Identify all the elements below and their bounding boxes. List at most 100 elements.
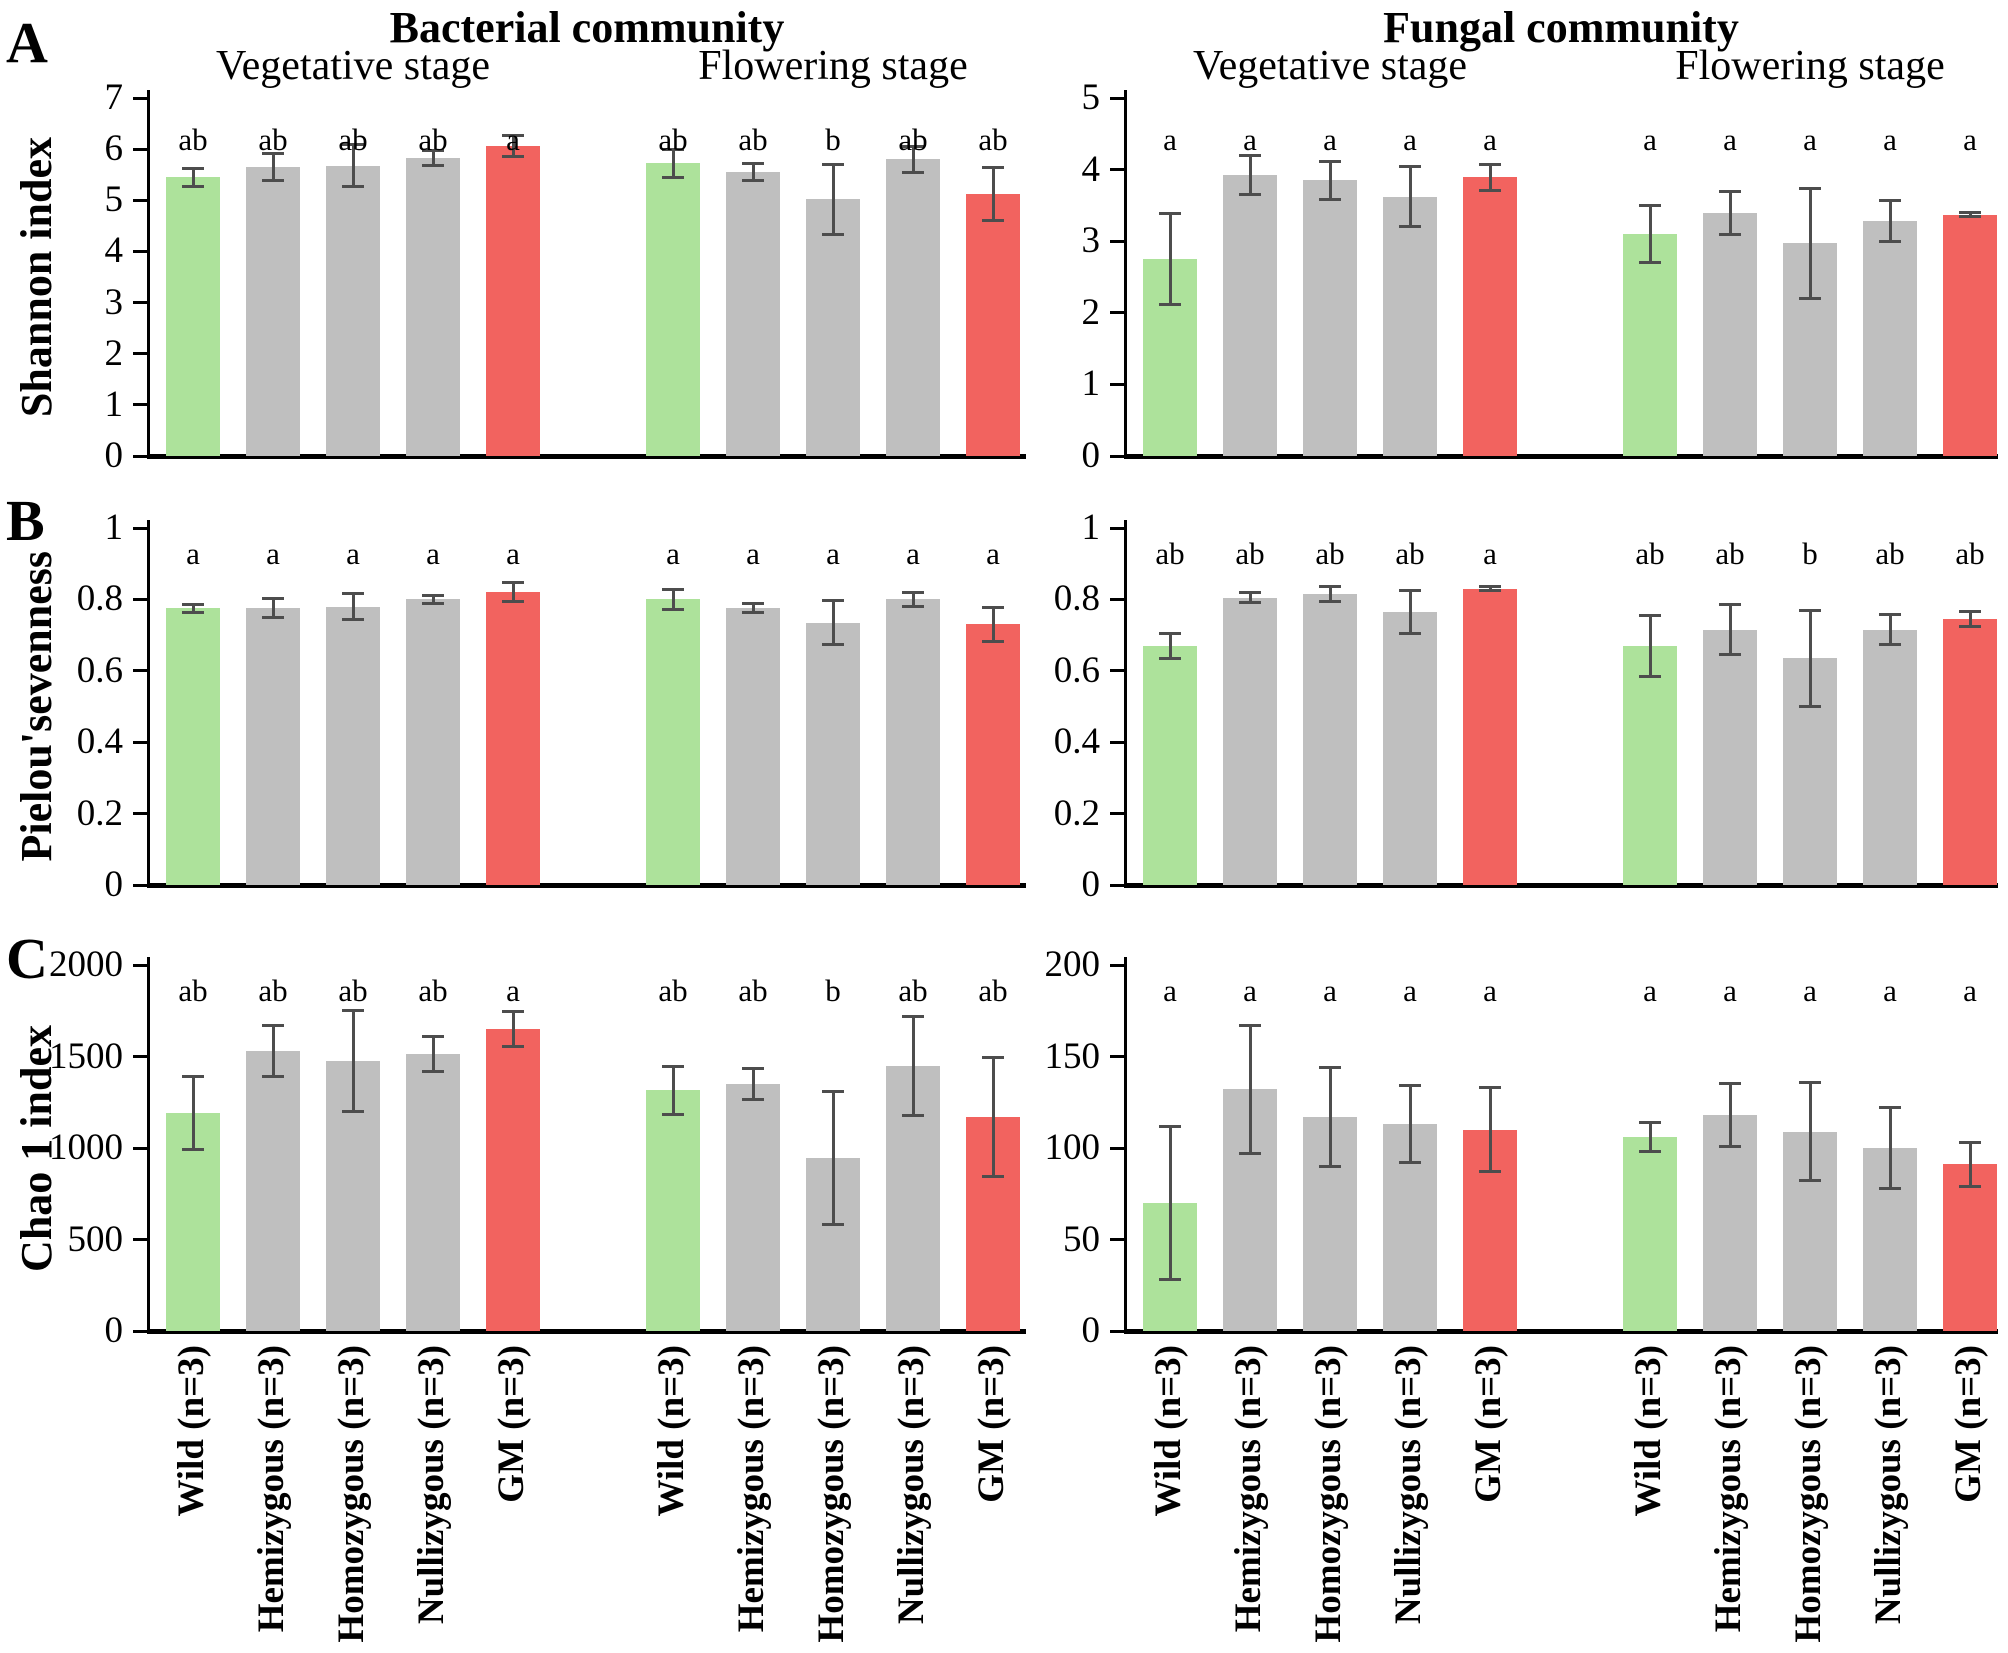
- x-category-label-wild: Wild (n=3): [651, 1345, 692, 1517]
- error-bar-cap-top: [502, 581, 524, 585]
- error-bar-stem: [1328, 161, 1332, 200]
- significance-letter: a: [986, 536, 1000, 571]
- significance-letter: a: [1243, 122, 1257, 157]
- y-axis-pielou-bacterial: [147, 520, 150, 885]
- error-bar-cap-top: [742, 1066, 764, 1070]
- error-bar-cap-bottom: [1399, 225, 1421, 229]
- error-bar-cap-bottom: [422, 602, 444, 606]
- y-tick-pielou-fungal: [1110, 597, 1124, 601]
- bar-homozygous-pielou-bacterial: [806, 622, 860, 885]
- y-tick-label-pielou-fungal: 0.6: [1053, 649, 1100, 691]
- y-tick-shannon-fungal: [1110, 382, 1124, 386]
- error-bar-cap-top: [1639, 1120, 1661, 1124]
- bar-hemizygous-shannon-bacterial: [246, 167, 300, 456]
- y-tick-chao1-bacterial: [133, 1055, 147, 1058]
- error-bar-stem: [1968, 611, 1972, 627]
- y-tick-label-pielou-fungal: 1: [1081, 507, 1101, 548]
- error-bar-stem: [1328, 1067, 1332, 1167]
- x-category-label-gm: GM (n=3): [491, 1345, 532, 1503]
- y-tick-pielou-bacterial: [133, 883, 147, 887]
- column-title-fungal: Fungal community: [1383, 3, 1739, 52]
- error-bar-stem: [751, 1068, 755, 1100]
- error-bar-cap-bottom: [1879, 240, 1901, 244]
- error-bar-cap-top: [1399, 165, 1421, 169]
- error-bar-cap-top: [1719, 1082, 1741, 1086]
- error-bar-cap-top: [1879, 198, 1901, 202]
- significance-letter: a: [1403, 973, 1417, 1008]
- significance-letter: a: [666, 536, 680, 571]
- error-bar-cap-top: [662, 588, 684, 592]
- y-tick-pielou-fungal: [1110, 740, 1124, 744]
- error-bar-cap-bottom: [1159, 656, 1181, 660]
- x-category-label-wild: Wild (n=3): [1148, 1345, 1189, 1517]
- error-bar-cap-top: [1159, 211, 1181, 215]
- x-axis-shannon-bacterial: [147, 454, 1026, 459]
- error-bar-cap-bottom: [502, 155, 524, 159]
- error-bar-cap-bottom: [1479, 1170, 1501, 1174]
- error-bar-stem: [271, 1025, 275, 1077]
- significance-letter: ab: [898, 973, 928, 1008]
- significance-letter: ab: [658, 122, 688, 157]
- error-bar-stem: [991, 167, 995, 221]
- error-bar-stem: [1728, 604, 1732, 655]
- y-tick-shannon-bacterial: [133, 96, 147, 100]
- y-tick-pielou-bacterial: [133, 526, 147, 530]
- significance-letter: ab: [658, 973, 688, 1008]
- error-bar-cap-bottom: [342, 184, 364, 188]
- y-tick-label-pielou-bacterial: 0.4: [76, 721, 123, 763]
- error-bar-cap-bottom: [1399, 1161, 1421, 1165]
- error-bar-cap-top: [342, 143, 364, 147]
- significance-letter: a: [746, 536, 760, 571]
- y-tick-pielou-bacterial: [133, 812, 147, 816]
- y-tick-label-pielou-fungal: 0.2: [1053, 792, 1100, 834]
- error-bar-stem: [1808, 1082, 1812, 1181]
- significance-letter: a: [506, 536, 520, 571]
- x-axis-pielou-bacterial: [147, 883, 1026, 888]
- y-axis-shannon-fungal: [1124, 90, 1127, 456]
- significance-letter: a: [1483, 973, 1497, 1008]
- y-axis-chao1-bacterial: [147, 957, 150, 1331]
- error-bar-stem: [1248, 592, 1252, 603]
- bar-wild-pielou-bacterial: [166, 608, 220, 885]
- y-tick-label-pielou-bacterial: 1: [104, 507, 124, 548]
- error-bar-cap-bottom: [262, 178, 284, 182]
- x-category-label-nullizygous: Nullizygous (n=3): [1868, 1345, 1909, 1625]
- y-tick-shannon-bacterial: [133, 198, 147, 202]
- significance-letter: ab: [338, 973, 368, 1008]
- error-bar-stem: [831, 1091, 835, 1225]
- x-axis-chao1-fungal: [1124, 1329, 1998, 1334]
- error-bar-cap-bottom: [1799, 705, 1821, 708]
- bar-gm-pielou-fungal: [1943, 619, 1997, 885]
- error-bar-cap-top: [1959, 610, 1981, 614]
- y-tick-label-shannon-fungal: 2: [1081, 291, 1101, 333]
- error-bar-cap-bottom: [182, 1148, 204, 1152]
- error-bar-stem: [1168, 213, 1172, 305]
- error-bar-stem: [1488, 1087, 1492, 1172]
- significance-letter: a: [1963, 122, 1977, 157]
- error-bar-stem: [911, 592, 915, 607]
- bar-wild-shannon-bacterial: [646, 163, 700, 456]
- error-bar-cap-top: [1959, 211, 1981, 215]
- error-bar-cap-bottom: [982, 219, 1004, 223]
- error-bar-cap-top: [262, 152, 284, 156]
- error-bar-cap-top: [662, 1065, 684, 1069]
- error-bar-cap-bottom: [1239, 601, 1261, 605]
- error-bar-cap-top: [1479, 585, 1501, 589]
- significance-letter: ab: [1635, 536, 1665, 571]
- bar-nullizygous-pielou-fungal: [1383, 611, 1437, 885]
- bar-nullizygous-pielou-fungal: [1863, 629, 1917, 885]
- error-bar-stem: [1408, 590, 1412, 634]
- error-bar-stem: [1648, 205, 1652, 263]
- error-bar-cap-bottom: [1239, 1151, 1261, 1155]
- error-bar-cap-bottom: [1319, 599, 1341, 603]
- significance-letter: a: [346, 536, 360, 571]
- y-tick-label-pielou-bacterial: 0.8: [76, 578, 123, 620]
- error-bar-stem: [671, 149, 675, 178]
- y-tick-pielou-bacterial: [133, 740, 147, 744]
- bar-hemizygous-pielou-fungal: [1223, 597, 1277, 885]
- significance-letter: a: [826, 536, 840, 571]
- error-bar-cap-bottom: [1319, 1164, 1341, 1168]
- error-bar-cap-bottom: [742, 178, 764, 182]
- error-bar-stem: [351, 1010, 355, 1112]
